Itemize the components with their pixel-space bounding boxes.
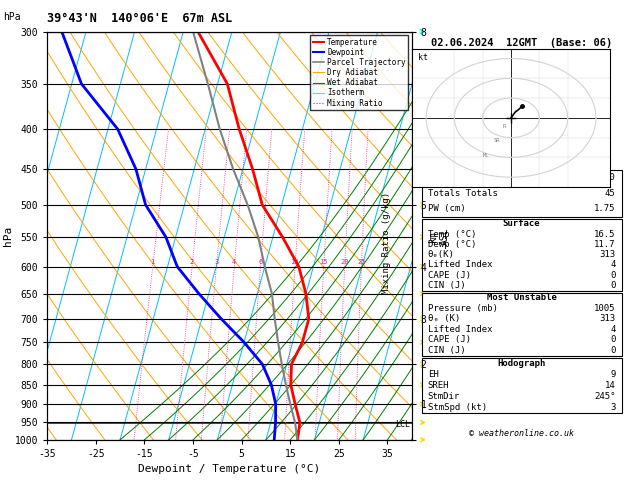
Text: 15: 15 bbox=[320, 259, 328, 265]
Text: ML: ML bbox=[483, 154, 489, 158]
Text: LCL: LCL bbox=[395, 420, 410, 429]
Text: 45: 45 bbox=[605, 189, 616, 198]
Text: hPa: hPa bbox=[3, 12, 21, 22]
Bar bbox=[421, 358, 621, 413]
Text: 2: 2 bbox=[190, 259, 194, 265]
Text: Surface: Surface bbox=[503, 220, 540, 228]
Text: Hodograph: Hodograph bbox=[498, 359, 546, 367]
Text: 4: 4 bbox=[232, 259, 237, 265]
Text: 16.5: 16.5 bbox=[594, 230, 616, 239]
Text: 1: 1 bbox=[150, 259, 155, 265]
Text: 3: 3 bbox=[214, 259, 218, 265]
Text: K: K bbox=[428, 173, 433, 182]
Text: θₑ (K): θₑ (K) bbox=[428, 314, 460, 323]
Text: 10: 10 bbox=[605, 173, 616, 182]
Text: 14: 14 bbox=[605, 381, 616, 390]
Text: 6: 6 bbox=[259, 259, 262, 265]
Text: 4: 4 bbox=[610, 325, 616, 334]
Text: 0: 0 bbox=[610, 346, 616, 355]
Text: SREH: SREH bbox=[428, 381, 449, 390]
Text: kt: kt bbox=[418, 53, 428, 63]
Text: CIN (J): CIN (J) bbox=[428, 281, 465, 290]
Text: Temp (°C): Temp (°C) bbox=[428, 230, 476, 239]
Text: Lifted Index: Lifted Index bbox=[428, 260, 492, 269]
Text: EH: EH bbox=[428, 370, 438, 379]
Text: R: R bbox=[503, 124, 506, 129]
Text: 10: 10 bbox=[291, 259, 299, 265]
Bar bbox=[421, 171, 621, 217]
Text: 0: 0 bbox=[610, 335, 616, 344]
Text: Pressure (mb): Pressure (mb) bbox=[428, 304, 498, 312]
Text: 20: 20 bbox=[340, 259, 349, 265]
Y-axis label: hPa: hPa bbox=[3, 226, 13, 246]
Text: CAPE (J): CAPE (J) bbox=[428, 271, 470, 279]
Text: Mixing Ratio (g/kg): Mixing Ratio (g/kg) bbox=[382, 192, 391, 294]
Text: SR: SR bbox=[494, 138, 501, 142]
Text: 4: 4 bbox=[610, 260, 616, 269]
Text: CAPE (J): CAPE (J) bbox=[428, 335, 470, 344]
Text: 0: 0 bbox=[610, 281, 616, 290]
Text: StmDir: StmDir bbox=[428, 392, 460, 401]
Bar bbox=[421, 219, 621, 291]
Text: Most Unstable: Most Unstable bbox=[487, 293, 557, 302]
Text: 11.7: 11.7 bbox=[594, 240, 616, 249]
Text: 39°43'N  140°06'E  67m ASL: 39°43'N 140°06'E 67m ASL bbox=[47, 12, 233, 25]
Text: Totals Totals: Totals Totals bbox=[428, 189, 498, 198]
Text: CIN (J): CIN (J) bbox=[428, 346, 465, 355]
Text: StmSpd (kt): StmSpd (kt) bbox=[428, 403, 487, 412]
Text: 313: 313 bbox=[599, 250, 616, 259]
Text: 3: 3 bbox=[610, 403, 616, 412]
Text: Lifted Index: Lifted Index bbox=[428, 325, 492, 334]
Text: 313: 313 bbox=[599, 314, 616, 323]
Text: 02.06.2024  12GMT  (Base: 06): 02.06.2024 12GMT (Base: 06) bbox=[431, 38, 612, 48]
Y-axis label: km
ASL: km ASL bbox=[428, 227, 450, 244]
Bar bbox=[421, 293, 621, 356]
Text: 25: 25 bbox=[357, 259, 365, 265]
Text: θₑ(K): θₑ(K) bbox=[428, 250, 455, 259]
X-axis label: Dewpoint / Temperature (°C): Dewpoint / Temperature (°C) bbox=[138, 465, 321, 474]
Text: PW (cm): PW (cm) bbox=[428, 204, 465, 213]
Legend: Temperature, Dewpoint, Parcel Trajectory, Dry Adiabat, Wet Adiabat, Isotherm, Mi: Temperature, Dewpoint, Parcel Trajectory… bbox=[310, 35, 408, 110]
Text: 245°: 245° bbox=[594, 392, 616, 401]
Text: 1.75: 1.75 bbox=[594, 204, 616, 213]
Text: Dewp (°C): Dewp (°C) bbox=[428, 240, 476, 249]
Text: 1005: 1005 bbox=[594, 304, 616, 312]
Text: 9: 9 bbox=[610, 370, 616, 379]
Text: 0: 0 bbox=[610, 271, 616, 279]
Text: © weatheronline.co.uk: © weatheronline.co.uk bbox=[469, 429, 574, 438]
